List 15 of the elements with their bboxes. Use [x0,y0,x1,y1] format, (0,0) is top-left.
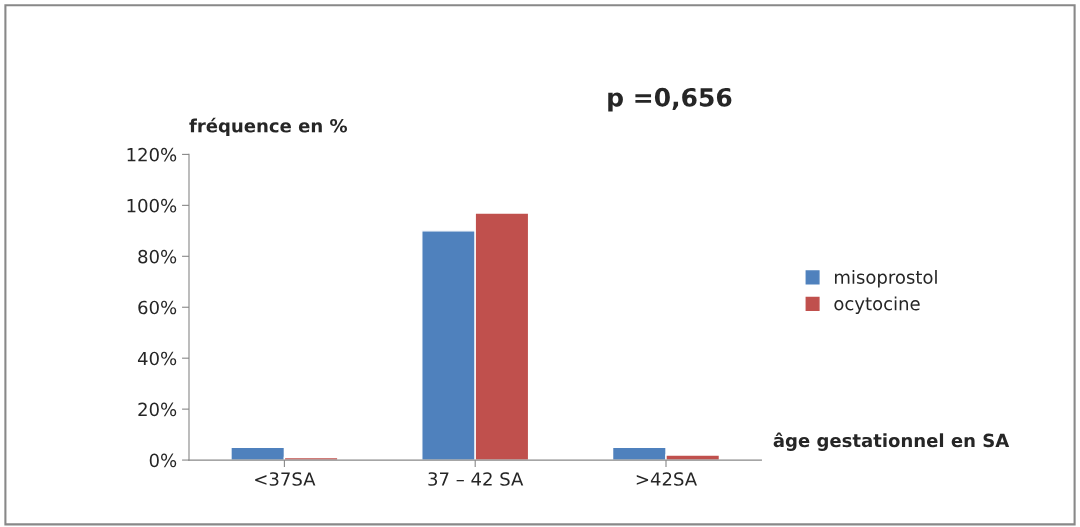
y-tick-label: 120% [127,147,177,162]
legend-label: misoprostol [834,269,937,288]
x-axis-title: âge gestationnel en SA [773,432,1010,451]
y-tick-label: 20% [138,402,177,417]
x-tick-label: 37 – 42 SA [428,472,524,486]
y-axis-title: fréquence en % [189,117,348,137]
legend-label: ocytocine [834,296,920,314]
x-tick-label: >42SA [636,472,697,486]
y-tick-label: 100% [127,198,177,213]
y-tick-label: 0% [149,453,177,468]
text: p =0,656 [608,87,732,112]
x-tick-label: <37SA [255,472,316,486]
y-tick-label: 80% [138,249,177,264]
y-tick-label: 60% [138,300,177,315]
y-tick-label: 40% [137,351,177,366]
